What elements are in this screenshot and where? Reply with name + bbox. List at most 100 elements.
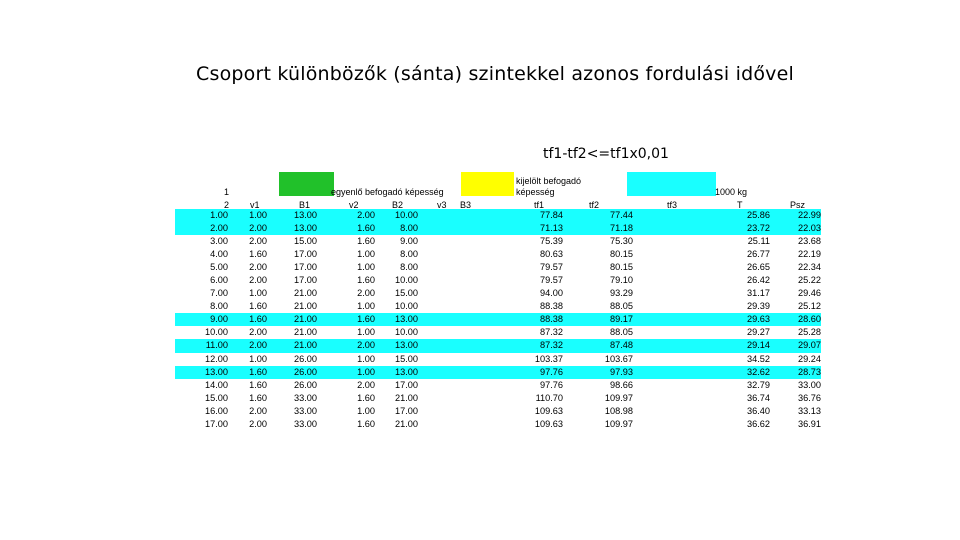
cell-b1: 21.00 [294, 327, 317, 338]
cell-tf1: 79.57 [540, 262, 563, 273]
cell-v1: 1.60 [249, 301, 267, 312]
table-row-highlighted: 9.00 1.60 21.00 1.60 13.00 88.38 89.17 29.63 28.… [175, 313, 821, 327]
cell-v1: 1.60 [249, 314, 267, 325]
cell-row-number: 4.00 [210, 249, 228, 260]
table-row: 15.00 1.60 33.00 1.60 21.00 110.70 109.97 36.74… [175, 392, 821, 405]
cell-tf2: 79.10 [610, 275, 633, 286]
cell-t: 34.52 [747, 353, 770, 364]
cell-psz: 36.91 [798, 418, 821, 429]
cell-tf1: 103.37 [534, 353, 563, 364]
cell-psz: 23.68 [798, 236, 821, 247]
cell-tf1: 71.13 [540, 223, 563, 234]
cell-psz: 29.46 [798, 288, 821, 299]
cell-row-number: 10.00 [205, 327, 228, 338]
cell-v2: 1.00 [357, 301, 375, 312]
cell-b1: 17.00 [294, 275, 317, 286]
cell-tf2: 75.30 [610, 236, 633, 247]
cell-tf1: 80.63 [540, 249, 563, 260]
cell-b1: 17.00 [294, 249, 317, 260]
cell-b2: 10.00 [395, 301, 418, 312]
cell-row-number: 12.00 [205, 353, 228, 364]
cell-tf1: 77.84 [540, 210, 563, 220]
cell-psz: 28.73 [798, 366, 821, 377]
table-row-highlighted: 11.00 2.00 21.00 2.00 13.00 87.32 87.48 29.14 29… [175, 339, 821, 353]
assigned-capacity-label-line2: képesség [516, 187, 555, 197]
cell-psz: 25.28 [798, 327, 821, 338]
cell-b2: 8.00 [400, 223, 418, 234]
cell-b1: 21.00 [294, 288, 317, 299]
cell-v1: 1.60 [249, 366, 267, 377]
cell-b2: 9.00 [400, 236, 418, 247]
cell-v2: 1.60 [357, 314, 375, 325]
assigned-capacity-label-line1: kijelölt befogadó [516, 176, 582, 186]
cell-tf1: 88.38 [540, 301, 563, 312]
cell-v2: 1.60 [357, 236, 375, 247]
cell-row-number: 17.00 [205, 418, 228, 429]
table-row: 12.00 1.00 26.00 1.00 15.00 103.37 103.67 34.52… [175, 353, 821, 366]
condition-label: tf1-tf2<=tf1x0,01 [543, 146, 669, 162]
cell-tf2: 80.15 [610, 249, 633, 260]
cell-tf1: 87.32 [540, 340, 563, 351]
cell-b2: 17.00 [395, 379, 418, 390]
table-row: 8.00 1.60 21.00 1.00 10.00 88.38 88.05 29.39 25.… [175, 300, 821, 313]
cell-psz: 36.76 [798, 392, 821, 403]
table-row: 4.00 1.60 17.00 1.00 8.00 80.63 80.15 26.77 22.1… [175, 248, 821, 261]
cell-tf2: 93.29 [610, 288, 633, 299]
cell-v1: 2.00 [249, 418, 267, 429]
cell-v1: 1.60 [249, 392, 267, 403]
cell-t: 25.11 [747, 236, 770, 247]
cell-t: 36.74 [747, 392, 770, 403]
cell-v2: 1.60 [357, 418, 375, 429]
cell-v2: 2.00 [357, 340, 375, 351]
cell-v2: 2.00 [357, 288, 375, 299]
cell-v1: 2.00 [249, 340, 267, 351]
header-row-number-1: 1 [224, 187, 230, 197]
table-row: 3.00 2.00 15.00 1.60 9.00 75.39 75.30 25.11 23.6… [175, 235, 821, 248]
cell-v1: 1.60 [249, 379, 267, 390]
cell-psz: 28.60 [798, 314, 821, 325]
cell-b2: 10.00 [395, 327, 418, 338]
cell-tf2: 108.98 [604, 405, 633, 416]
cell-row-number: 5.00 [210, 262, 228, 273]
cell-b1: 13.00 [294, 223, 317, 234]
cell-row-number: 2.00 [210, 223, 228, 234]
cell-psz: 22.03 [798, 223, 821, 234]
cell-v2: 1.00 [357, 262, 375, 273]
header-row-number-2: 2 [224, 200, 230, 210]
cell-v1: 1.00 [249, 288, 267, 299]
cell-b1: 17.00 [294, 262, 317, 273]
table-row-highlighted: 13.00 1.60 26.00 1.00 13.00 97.76 97.93 32.62 28… [175, 365, 821, 379]
cell-v2: 1.60 [357, 275, 375, 286]
cell-row-number: 1.00 [210, 210, 228, 220]
col-header-v3: v3 [437, 200, 447, 210]
cell-tf2: 88.05 [610, 301, 633, 312]
cell-v2: 1.60 [357, 392, 375, 403]
cell-v2: 1.00 [357, 405, 375, 416]
cell-b1: 33.00 [294, 405, 317, 416]
cell-t: 29.27 [747, 327, 770, 338]
col-header-b2: B2 [392, 200, 404, 210]
table-row: 17.00 2.00 33.00 1.60 21.00 109.63 109.97 36.62… [175, 418, 821, 431]
cell-tf1: 110.70 [535, 392, 563, 403]
cell-b1: 33.00 [294, 418, 317, 429]
cell-t: 36.40 [747, 405, 770, 416]
cell-psz: 29.07 [798, 340, 821, 351]
table-row: 14.00 1.60 26.00 2.00 17.00 97.76 98.66 32.79 33… [175, 379, 821, 392]
cyan-highlight-swatch [627, 172, 716, 196]
data-table: 1.00 1.00 13.00 2.00 10.00 77.84 77.44 25.86 22.… [175, 209, 821, 431]
table-row-highlighted: 2.00 2.00 13.00 1.60 8.00 71.13 71.18 23.72 22.0… [175, 222, 821, 236]
cell-tf2: 98.66 [610, 379, 633, 390]
cell-row-number: 9.00 [210, 314, 228, 325]
equal-capacity-label: egyenlő befogadó képesség [331, 187, 444, 197]
cell-t: 29.39 [747, 301, 770, 312]
page-title: Csoport különbözők (sánta) szintekkel az… [196, 63, 794, 85]
col-header-b1: B1 [299, 200, 311, 210]
col-header-tf1: tf1 [534, 200, 545, 210]
cell-psz: 33.13 [798, 405, 821, 416]
col-header-t: T [737, 200, 743, 210]
cell-v1: 2.00 [249, 327, 267, 338]
cell-b1: 15.00 [294, 236, 317, 247]
cell-tf2: 109.97 [604, 418, 633, 429]
cell-b1: 21.00 [294, 314, 317, 325]
cell-b2: 8.00 [400, 249, 418, 260]
